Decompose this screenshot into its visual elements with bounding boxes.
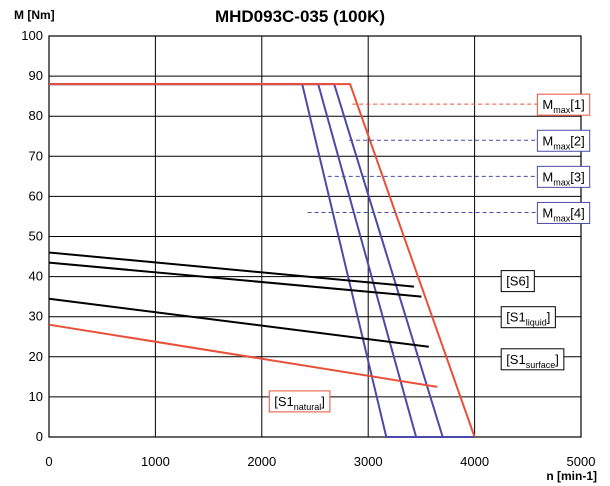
label-text-s1surface: [S1surface] xyxy=(506,352,559,370)
label-mmax4: Mmax[4] xyxy=(307,201,591,224)
series-line-s1liquid xyxy=(48,261,422,298)
label-box-mmax3 xyxy=(536,165,591,188)
plot-frame xyxy=(48,35,582,438)
label-text-mmax2: Mmax[2] xyxy=(542,133,584,151)
series-line-s1natural xyxy=(48,323,438,388)
x-tick-label: 2000 xyxy=(247,454,276,469)
label-text-s6: [S6] xyxy=(506,274,529,289)
series-line-mmax-1- xyxy=(49,83,476,438)
y-tick-label: 100 xyxy=(21,28,43,43)
label-mmax2: Mmax[2] xyxy=(349,129,591,152)
label-box-s6 xyxy=(500,270,535,293)
series-line-mmax-2- xyxy=(49,83,444,438)
x-tick-label: 5000 xyxy=(567,454,596,469)
label-mmax1: Mmax[1] xyxy=(352,93,591,116)
y-tick-label: 80 xyxy=(29,108,43,123)
label-box-mmax2 xyxy=(536,129,591,152)
x-tick-label: 3000 xyxy=(354,454,383,469)
label-s6: [S6] xyxy=(500,270,535,293)
label-text-mmax3: Mmax[3] xyxy=(542,169,584,187)
y-tick-label: 0 xyxy=(36,429,43,444)
label-s1surface: [S1surface] xyxy=(500,348,565,371)
series-labels: Mmax[1] Mmax[2] Mmax[3] Mmax[4] [S6] [S1liqui… xyxy=(268,93,591,413)
label-box-s1natural xyxy=(268,390,331,413)
x-tick-label: 1000 xyxy=(141,454,170,469)
grid xyxy=(48,35,582,438)
label-text-s1natural: [S1natural] xyxy=(274,394,325,412)
y-axis-label: M [Nm] xyxy=(14,8,55,22)
series-line-s6 xyxy=(48,251,415,288)
y-tick-label: 50 xyxy=(29,229,43,244)
series-line-s1surface xyxy=(48,297,429,348)
label-text-mmax1: Mmax[1] xyxy=(542,97,584,115)
label-s1liquid: [S1liquid] xyxy=(500,306,556,329)
chart-title: MHD093C-035 (100K) xyxy=(215,7,385,26)
x-tick-label: 0 xyxy=(45,454,52,469)
y-tick-label: 30 xyxy=(29,309,43,324)
label-text-s1liquid: [S1liquid] xyxy=(506,310,550,328)
series-line-mmax-3- xyxy=(49,83,418,438)
y-tick-label: 90 xyxy=(29,68,43,83)
x-tick-label: 4000 xyxy=(460,454,489,469)
label-text-mmax4: Mmax[4] xyxy=(542,205,584,223)
label-mmax3: Mmax[3] xyxy=(327,165,591,188)
series-line-mmax-4- xyxy=(49,83,388,438)
y-tick-label: 60 xyxy=(29,188,43,203)
y-tick-label: 40 xyxy=(29,269,43,284)
label-box-s1surface xyxy=(500,348,565,371)
y-tick-label: 70 xyxy=(29,148,43,163)
x-axis-label: n [min-1] xyxy=(546,469,597,483)
label-s1natural: [S1natural] xyxy=(268,390,331,413)
series-group xyxy=(48,83,476,438)
y-tick-label: 10 xyxy=(29,389,43,404)
label-box-s1liquid xyxy=(500,306,556,329)
y-tick-label: 20 xyxy=(29,349,43,364)
label-box-mmax4 xyxy=(536,201,591,224)
